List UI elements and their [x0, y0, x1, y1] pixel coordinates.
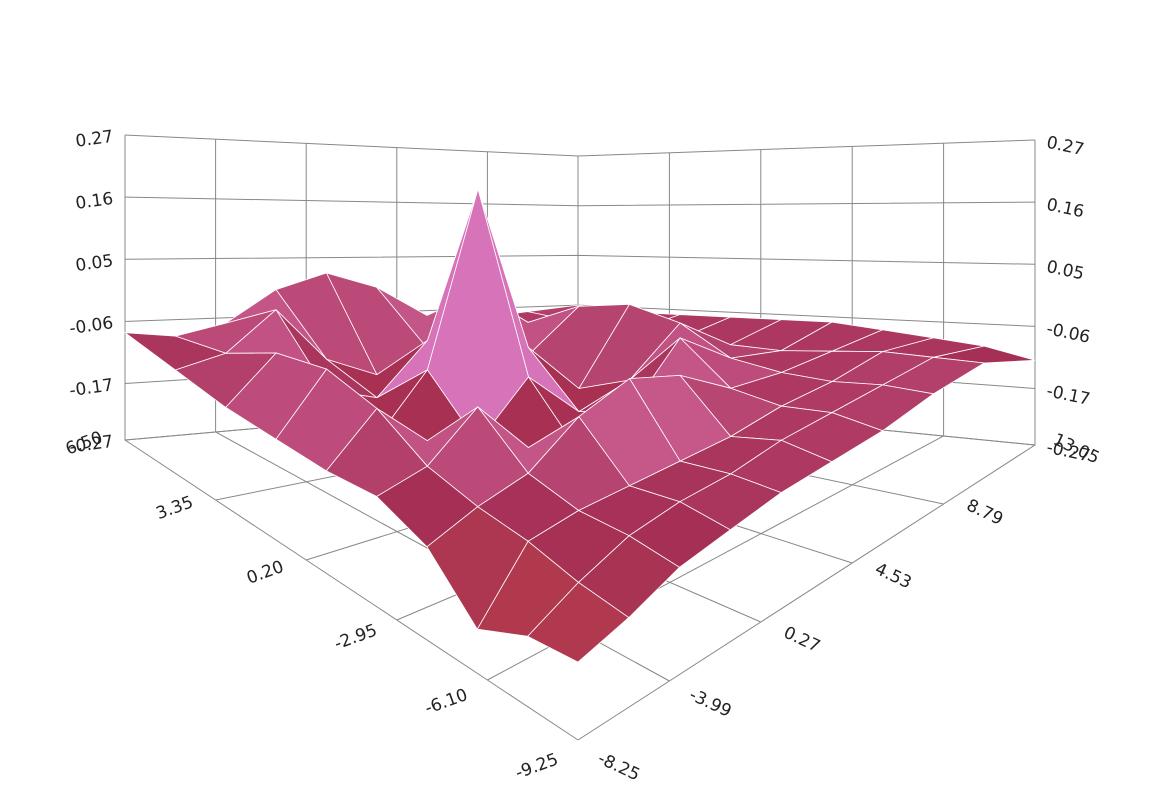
z-tick-label: 0.05: [74, 251, 114, 276]
z-tick-label: 0.16: [74, 189, 114, 214]
surface-cell: [527, 581, 630, 663]
z-tick-label: 0.16: [1045, 195, 1086, 222]
y-tick-label: 0.27: [780, 623, 823, 657]
grid-line: [124, 134, 1036, 157]
x-tick-label: -9.25: [513, 750, 561, 784]
y-tick-label: 4.53: [872, 559, 915, 593]
z-tick-label: -0.06: [68, 313, 114, 339]
grid-line: [124, 254, 1036, 265]
x-tick-label: -6.10: [422, 685, 470, 719]
z-tick-label: -0.06: [1045, 319, 1092, 348]
surface: [123, 187, 1036, 663]
grid-line: [124, 196, 1036, 207]
y-tick-label: -3.99: [686, 685, 734, 722]
z-tick-label: 0.27: [74, 127, 114, 152]
z-tick-label: -0.17: [68, 375, 114, 401]
x-tick-label: -2.95: [332, 620, 380, 654]
y-tick-label: 8.79: [963, 496, 1006, 530]
y-tick-label: -8.25: [595, 749, 643, 786]
x-tick-label: 0.20: [244, 557, 286, 589]
z-tick-label: 0.27: [1045, 133, 1086, 160]
x-tick-label: 3.35: [154, 492, 196, 524]
z-tick-label: -0.17: [1045, 381, 1092, 410]
z-tick-label: 0.05: [1045, 257, 1086, 284]
